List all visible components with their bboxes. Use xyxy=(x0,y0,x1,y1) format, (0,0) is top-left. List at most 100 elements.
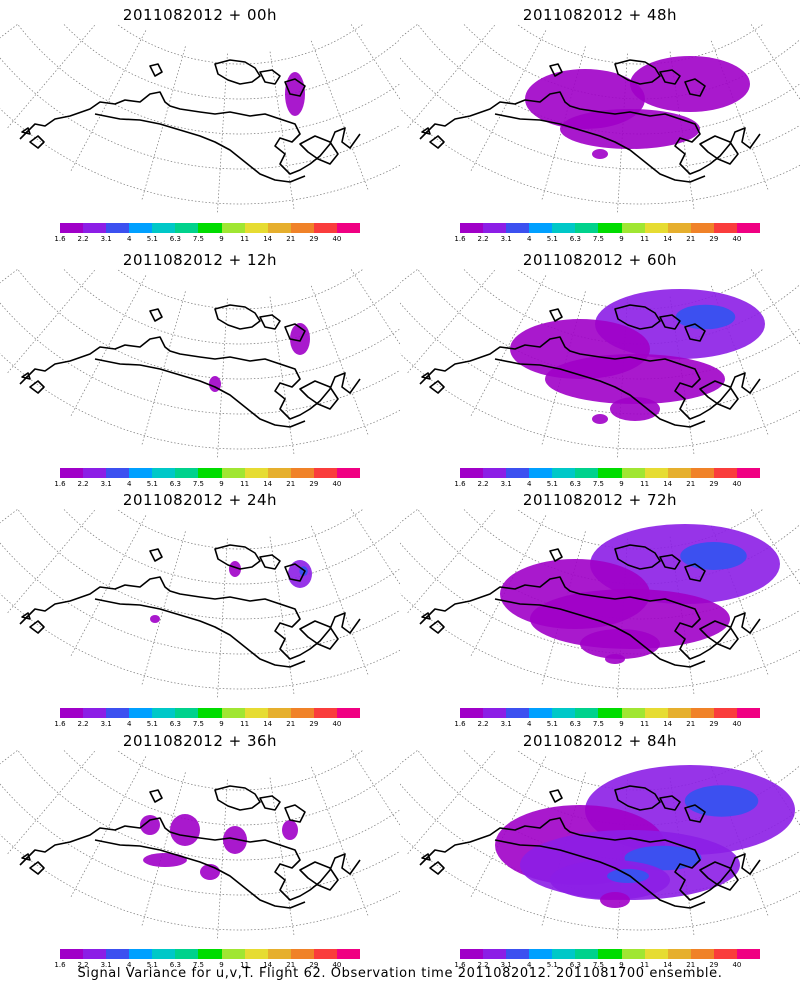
colorbar-swatch xyxy=(460,223,484,233)
coastline xyxy=(419,817,761,901)
colorbar-swatch xyxy=(552,223,576,233)
coastline xyxy=(494,839,706,909)
latitude-gridline xyxy=(0,593,400,690)
colorbar-swatch xyxy=(60,949,84,959)
longitude-gridline xyxy=(217,53,228,214)
coastline xyxy=(21,612,31,620)
colorbar-tick-label: 11 xyxy=(640,720,650,728)
coastline xyxy=(421,853,431,861)
variance-region xyxy=(592,149,608,159)
latitude-gridline xyxy=(17,24,400,135)
coastline xyxy=(549,308,563,322)
map-canvas xyxy=(0,269,400,459)
coastline xyxy=(549,789,563,803)
colorbar-tick-label: 21 xyxy=(286,961,296,969)
coastline xyxy=(149,63,163,77)
longitude-gridline xyxy=(141,291,186,446)
latitude-gridline xyxy=(417,24,800,135)
colorbar-swatch xyxy=(106,949,130,959)
coastline xyxy=(419,576,761,660)
map-canvas xyxy=(400,750,800,940)
longitude-gridline xyxy=(382,750,400,833)
colorbar-swatch xyxy=(598,708,622,718)
coastline xyxy=(29,135,45,149)
colorbar-swatch xyxy=(483,468,507,478)
colorbar-tick-label: 7.5 xyxy=(592,480,605,488)
colorbar-swatch xyxy=(221,949,245,959)
colorbar-tick-label: 14 xyxy=(663,961,673,969)
colorbar-swatch xyxy=(529,468,553,478)
colorbar-swatch xyxy=(644,468,668,478)
latitude-gridline xyxy=(0,834,400,931)
coastline xyxy=(19,817,361,901)
colorbar-tick-label: 4 xyxy=(126,480,132,488)
colorbar-tick-label: 4 xyxy=(126,961,132,969)
coastline xyxy=(284,563,306,582)
longitude-gridline xyxy=(310,525,369,676)
longitude-gridline xyxy=(400,509,419,524)
colorbar-tick-label: 14 xyxy=(263,235,273,243)
coastline xyxy=(699,380,739,410)
colorbar-swatch xyxy=(552,949,576,959)
longitude-gridline xyxy=(350,509,400,585)
colorbar-swatch xyxy=(152,949,176,959)
coastline xyxy=(259,554,281,570)
colorbar-swatch xyxy=(644,949,668,959)
colorbar-swatch xyxy=(336,708,361,718)
longitude-gridline xyxy=(310,766,369,917)
colorbar-tick-label: 14 xyxy=(263,480,273,488)
colorbar-swatch xyxy=(644,223,668,233)
longitude-gridline xyxy=(400,269,419,284)
coastline xyxy=(659,795,681,811)
map-canvas xyxy=(0,24,400,214)
coastline xyxy=(614,59,661,85)
panel-title: 2011082012 + 36h xyxy=(122,732,278,750)
colorbar-tick-label: 6.3 xyxy=(569,720,581,728)
coastline xyxy=(299,861,339,891)
longitude-gridline xyxy=(141,772,186,927)
colorbar-swatch xyxy=(60,468,84,478)
colorbar-tick-label: 3.1 xyxy=(500,961,512,969)
colorbar-tick-label: 4 xyxy=(526,961,532,969)
colorbar-tick-label: 14 xyxy=(663,720,673,728)
longitude-gridline xyxy=(6,269,97,374)
longitude-gridline xyxy=(617,53,628,214)
longitude-gridline xyxy=(382,24,400,107)
latitude-gridline xyxy=(516,24,764,65)
longitude-gridline xyxy=(541,772,586,927)
colorbar: 1.6 2.2 3.1 4 5.1 6.3 7.5 9 11 14 21 29 40 xyxy=(54,708,361,732)
colorbar-swatch xyxy=(336,949,361,959)
longitude-gridline xyxy=(0,509,19,524)
colorbar-swatch xyxy=(106,708,130,718)
variance-region xyxy=(630,56,750,112)
colorbar-tick-label: 14 xyxy=(663,480,673,488)
coastline xyxy=(21,127,31,135)
colorbar-tick-label: 29 xyxy=(709,720,719,728)
colorbar-swatch xyxy=(460,949,484,959)
colorbar-tick-label: 21 xyxy=(686,480,696,488)
colorbar-swatch xyxy=(575,468,599,478)
longitude-gridline xyxy=(217,779,228,940)
colorbar-tick-label: 9 xyxy=(619,720,624,728)
coastline xyxy=(259,69,281,85)
panel-title: 2011082012 + 24h xyxy=(122,491,278,509)
latitude-gridline xyxy=(0,353,400,450)
coastline xyxy=(21,853,31,861)
longitude-gridline xyxy=(782,24,800,107)
colorbar-tick-label: 5.1 xyxy=(546,961,558,969)
colorbar: 1.6 2.2 3.1 4 5.1 6.3 7.5 9 11 14 21 29 40 xyxy=(454,468,761,492)
colorbar-swatch xyxy=(713,708,737,718)
colorbar-tick-label: 4 xyxy=(526,720,532,728)
longitude-gridline xyxy=(0,750,19,765)
colorbar-tick-label: 40 xyxy=(332,235,342,243)
colorbar-swatch xyxy=(152,708,176,718)
longitude-gridline xyxy=(269,296,295,455)
colorbar-tick-label: 2.2 xyxy=(77,720,89,728)
colorbar-swatch xyxy=(621,468,645,478)
colorbar-tick-label: 2.2 xyxy=(477,961,489,969)
coastline xyxy=(429,620,445,634)
longitude-gridline xyxy=(470,30,547,172)
colorbar-swatch xyxy=(690,223,714,233)
longitude-gridline xyxy=(0,24,19,39)
coastline xyxy=(659,554,681,570)
